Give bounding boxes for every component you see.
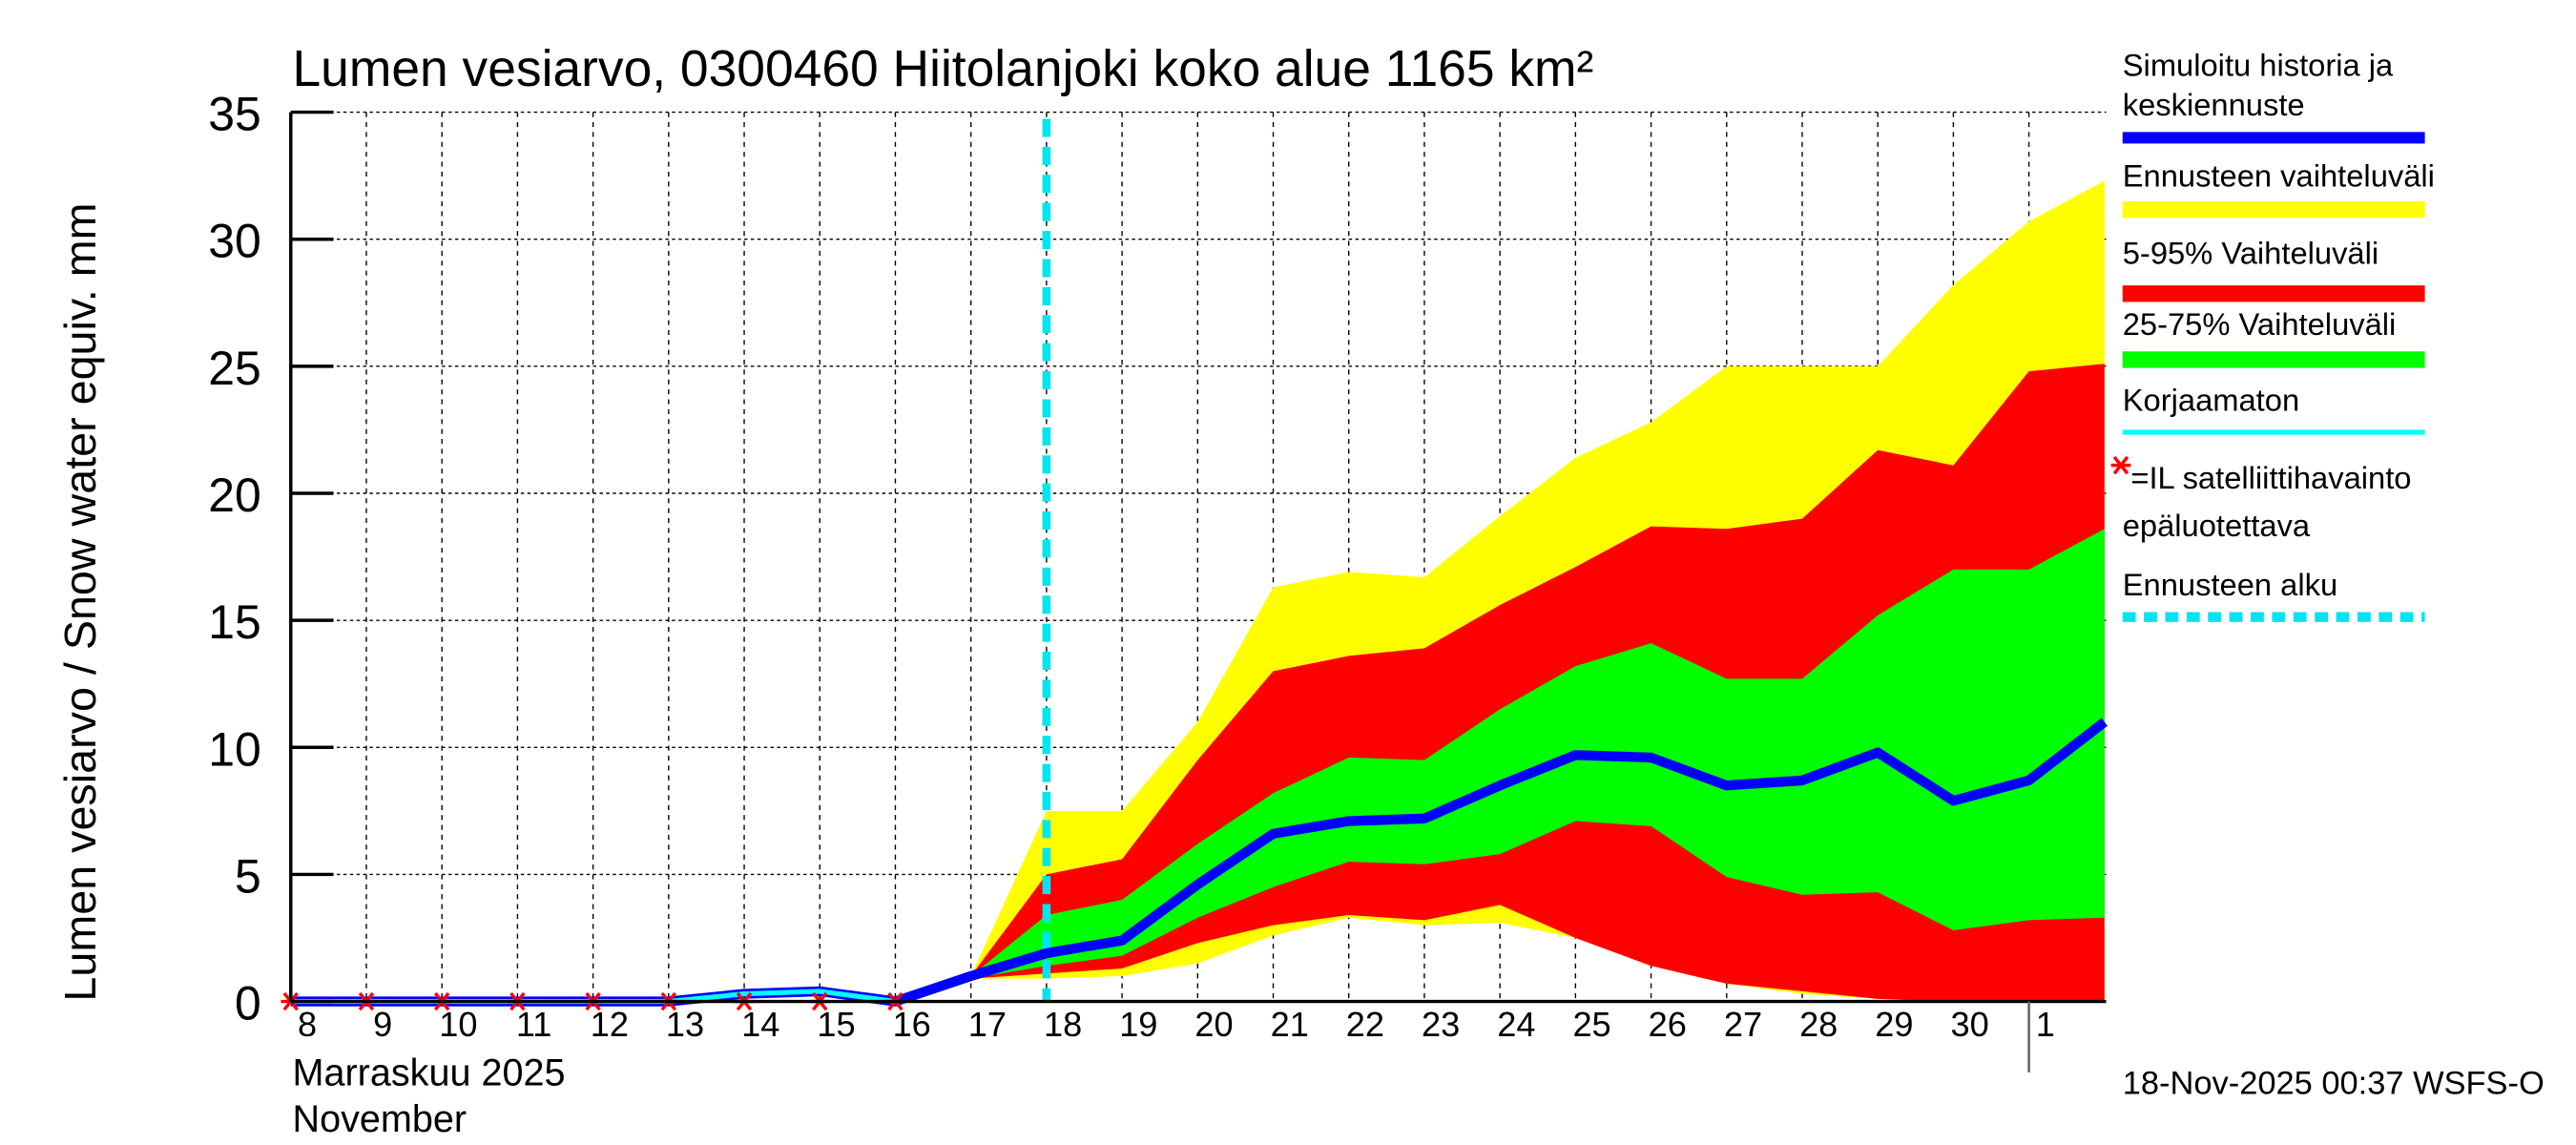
legend-label: Ennusteen alku xyxy=(2123,567,2337,602)
legend-star-icon xyxy=(2110,455,2131,475)
chart-title: Lumen vesiarvo, 0300460 Hiitolanjoki kok… xyxy=(293,41,1594,97)
x-tick-label: 11 xyxy=(516,1005,552,1044)
x-tick-label: 23 xyxy=(1422,1005,1460,1044)
x-tick-label: 14 xyxy=(741,1005,779,1044)
legend-swatch xyxy=(2122,200,2425,219)
x-tick-label: 22 xyxy=(1346,1005,1384,1044)
x-tick-label: 17 xyxy=(968,1005,1007,1044)
band-25-75-vaihteluv-li xyxy=(970,529,2105,979)
x-axis-month-label: Marraskuu 2025 xyxy=(293,1052,566,1094)
x-tick-label: 1 xyxy=(2036,1005,2055,1044)
x-axis-month-label-en: November xyxy=(293,1098,467,1140)
x-tick-label: 10 xyxy=(439,1005,477,1044)
y-tick-label: 10 xyxy=(208,722,261,776)
legend-label: Ennusteen vaihteluväli xyxy=(2123,157,2435,193)
axes xyxy=(289,110,2107,1072)
legend-label: keskiennuste xyxy=(2123,87,2305,122)
y-tick-label: 5 xyxy=(235,849,261,903)
x-tick-label: 24 xyxy=(1497,1005,1535,1044)
tick-labels: 0 5 10 15 20 25 30 35 8 9 10 11 12 13 14 15 16 17 18 19 20 21… xyxy=(208,88,2055,1044)
legend-label: epäluotettava xyxy=(2123,508,2311,543)
x-tick-label: 9 xyxy=(373,1005,392,1044)
x-tick-label: 13 xyxy=(666,1005,704,1044)
y-tick-label: 25 xyxy=(208,342,261,395)
legend-swatch xyxy=(2122,429,2425,435)
x-tick-label: 18 xyxy=(1044,1005,1082,1044)
y-tick-label: 35 xyxy=(208,88,261,141)
x-tick-label: 19 xyxy=(1119,1005,1157,1044)
x-tick-label: 15 xyxy=(817,1005,855,1044)
x-tick-label: 28 xyxy=(1799,1005,1838,1044)
x-tick-label: 30 xyxy=(1950,1005,1988,1044)
y-tick-label: 20 xyxy=(208,468,261,522)
y-tick-label: 30 xyxy=(208,215,261,268)
x-tick-label: 12 xyxy=(591,1005,629,1044)
y-tick-label: 0 xyxy=(235,976,261,1030)
x-tick-label: 8 xyxy=(298,1005,317,1044)
legend-label: Korjaamaton xyxy=(2123,382,2299,417)
x-tick-label: 16 xyxy=(893,1005,931,1044)
x-tick-label: 21 xyxy=(1271,1005,1309,1044)
legend-swatch xyxy=(2122,285,2425,302)
legend-label: =IL satelliittihavainto xyxy=(2130,460,2411,495)
grid xyxy=(290,111,2107,1002)
y-tick-label: 15 xyxy=(208,595,261,649)
legend-label: Simuloitu historia ja xyxy=(2123,47,2394,82)
legend: Simuloitu historia ja keskiennuste Ennuste… xyxy=(2110,47,2435,622)
timestamp: 18-Nov-2025 00:37 WSFS-O xyxy=(2123,1065,2545,1101)
legend-label: 25-75% Vaihteluväli xyxy=(2123,306,2397,342)
x-tick-label: 27 xyxy=(1724,1005,1762,1044)
legend-swatch xyxy=(2122,132,2425,144)
x-tick-label: 26 xyxy=(1649,1005,1687,1044)
x-tick-label: 20 xyxy=(1195,1005,1233,1044)
marker-stroke xyxy=(2112,455,2129,475)
legend-swatch xyxy=(2122,351,2425,368)
x-tick-label: 25 xyxy=(1572,1005,1610,1044)
x-tick-label: 29 xyxy=(1875,1005,1913,1044)
bands xyxy=(970,180,2105,1002)
legend-label: 5-95% Vaihteluväli xyxy=(2123,236,2379,271)
y-axis-label: Lumen vesiarvo / Snow water equiv. mm xyxy=(55,203,105,1002)
